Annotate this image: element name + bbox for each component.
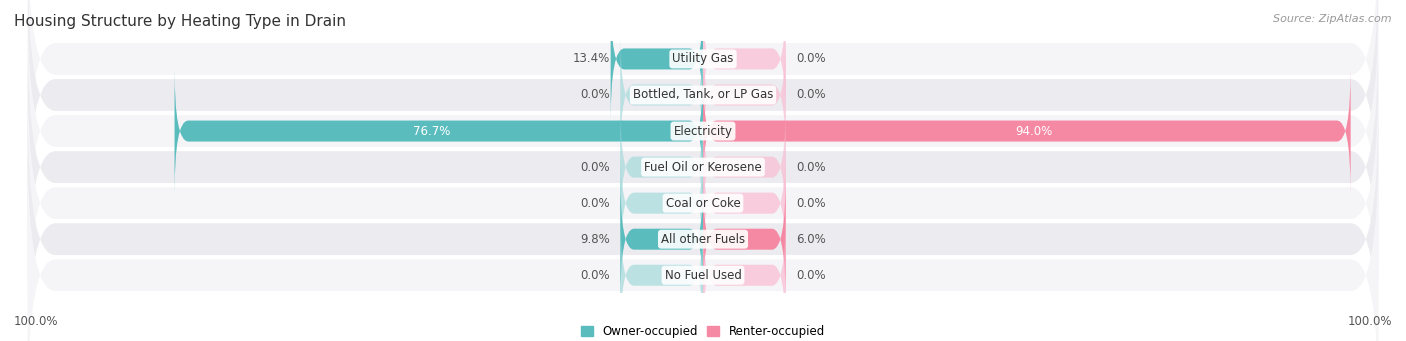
Text: All other Fuels: All other Fuels [661, 233, 745, 246]
Text: 13.4%: 13.4% [572, 53, 610, 65]
Text: 0.0%: 0.0% [796, 161, 825, 174]
FancyBboxPatch shape [28, 75, 1378, 331]
FancyBboxPatch shape [610, 0, 703, 121]
Text: 0.0%: 0.0% [581, 269, 610, 282]
FancyBboxPatch shape [620, 213, 703, 337]
Text: 0.0%: 0.0% [796, 53, 825, 65]
FancyBboxPatch shape [703, 105, 786, 229]
FancyBboxPatch shape [620, 105, 703, 229]
Text: No Fuel Used: No Fuel Used [665, 269, 741, 282]
Text: 0.0%: 0.0% [581, 161, 610, 174]
FancyBboxPatch shape [703, 0, 786, 121]
FancyBboxPatch shape [620, 142, 703, 265]
Text: 100.0%: 100.0% [1347, 315, 1392, 328]
Text: 0.0%: 0.0% [796, 197, 825, 210]
Text: Housing Structure by Heating Type in Drain: Housing Structure by Heating Type in Dra… [14, 14, 346, 29]
Text: Fuel Oil or Kerosene: Fuel Oil or Kerosene [644, 161, 762, 174]
FancyBboxPatch shape [28, 147, 1378, 341]
FancyBboxPatch shape [620, 33, 703, 157]
FancyBboxPatch shape [28, 111, 1378, 341]
Text: 100.0%: 100.0% [14, 315, 59, 328]
FancyBboxPatch shape [703, 0, 786, 121]
Text: 0.0%: 0.0% [581, 89, 610, 102]
FancyBboxPatch shape [174, 70, 703, 193]
FancyBboxPatch shape [703, 33, 786, 157]
Text: 94.0%: 94.0% [1015, 124, 1052, 137]
FancyBboxPatch shape [703, 213, 786, 337]
Text: Utility Gas: Utility Gas [672, 53, 734, 65]
Text: Bottled, Tank, or LP Gas: Bottled, Tank, or LP Gas [633, 89, 773, 102]
FancyBboxPatch shape [703, 70, 1351, 193]
Text: Coal or Coke: Coal or Coke [665, 197, 741, 210]
FancyBboxPatch shape [174, 70, 703, 193]
FancyBboxPatch shape [28, 39, 1378, 295]
FancyBboxPatch shape [610, 0, 703, 121]
FancyBboxPatch shape [703, 70, 1351, 193]
FancyBboxPatch shape [703, 213, 786, 337]
FancyBboxPatch shape [620, 213, 703, 337]
FancyBboxPatch shape [703, 178, 786, 301]
FancyBboxPatch shape [620, 178, 703, 301]
FancyBboxPatch shape [620, 33, 703, 157]
FancyBboxPatch shape [28, 0, 1378, 187]
Text: 9.8%: 9.8% [581, 233, 610, 246]
Text: Source: ZipAtlas.com: Source: ZipAtlas.com [1274, 14, 1392, 24]
FancyBboxPatch shape [620, 142, 703, 265]
FancyBboxPatch shape [620, 178, 703, 301]
FancyBboxPatch shape [703, 105, 786, 229]
Text: 0.0%: 0.0% [581, 197, 610, 210]
Text: 0.0%: 0.0% [796, 269, 825, 282]
FancyBboxPatch shape [703, 142, 786, 265]
FancyBboxPatch shape [28, 0, 1378, 223]
FancyBboxPatch shape [703, 178, 786, 301]
FancyBboxPatch shape [703, 33, 786, 157]
Text: Electricity: Electricity [673, 124, 733, 137]
FancyBboxPatch shape [620, 105, 703, 229]
Text: 0.0%: 0.0% [796, 89, 825, 102]
FancyBboxPatch shape [28, 3, 1378, 260]
Text: 6.0%: 6.0% [796, 233, 825, 246]
Text: 76.7%: 76.7% [413, 124, 450, 137]
FancyBboxPatch shape [703, 142, 786, 265]
Legend: Owner-occupied, Renter-occupied: Owner-occupied, Renter-occupied [576, 321, 830, 341]
